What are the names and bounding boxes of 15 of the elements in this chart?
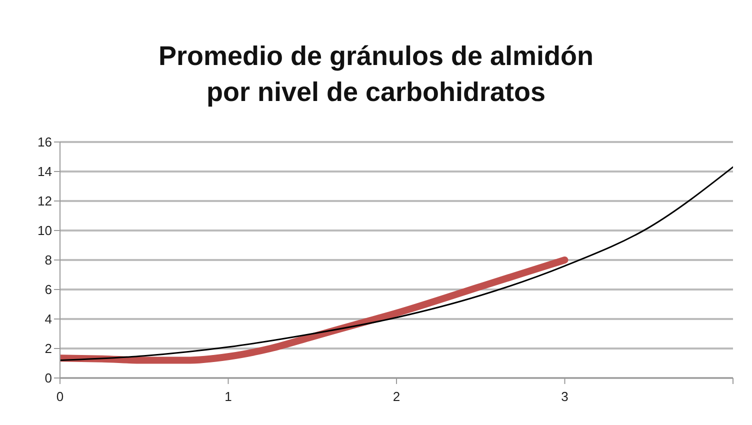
- x-tick-label: 2: [392, 389, 400, 404]
- chart-title: Promedio de gránulos de almidón por nivel de carbohidratos: [157, 40, 595, 109]
- y-tick-label: 4: [44, 312, 52, 327]
- y-tick-label: 10: [38, 223, 52, 238]
- y-tick-label: 12: [38, 194, 52, 209]
- y-tick-label: 16: [38, 134, 52, 150]
- y-tick-label: 6: [44, 282, 52, 298]
- x-tick-label: 0: [56, 389, 64, 404]
- y-tick-label: 2: [44, 341, 52, 356]
- line-series: [60, 166, 733, 362]
- x-tick-label: 3: [561, 389, 568, 404]
- y-tick-label: 8: [44, 252, 52, 268]
- x-tick-label: 1: [224, 389, 232, 404]
- y-tick-label: 0: [44, 370, 52, 386]
- y-tick-label: 14: [38, 164, 52, 180]
